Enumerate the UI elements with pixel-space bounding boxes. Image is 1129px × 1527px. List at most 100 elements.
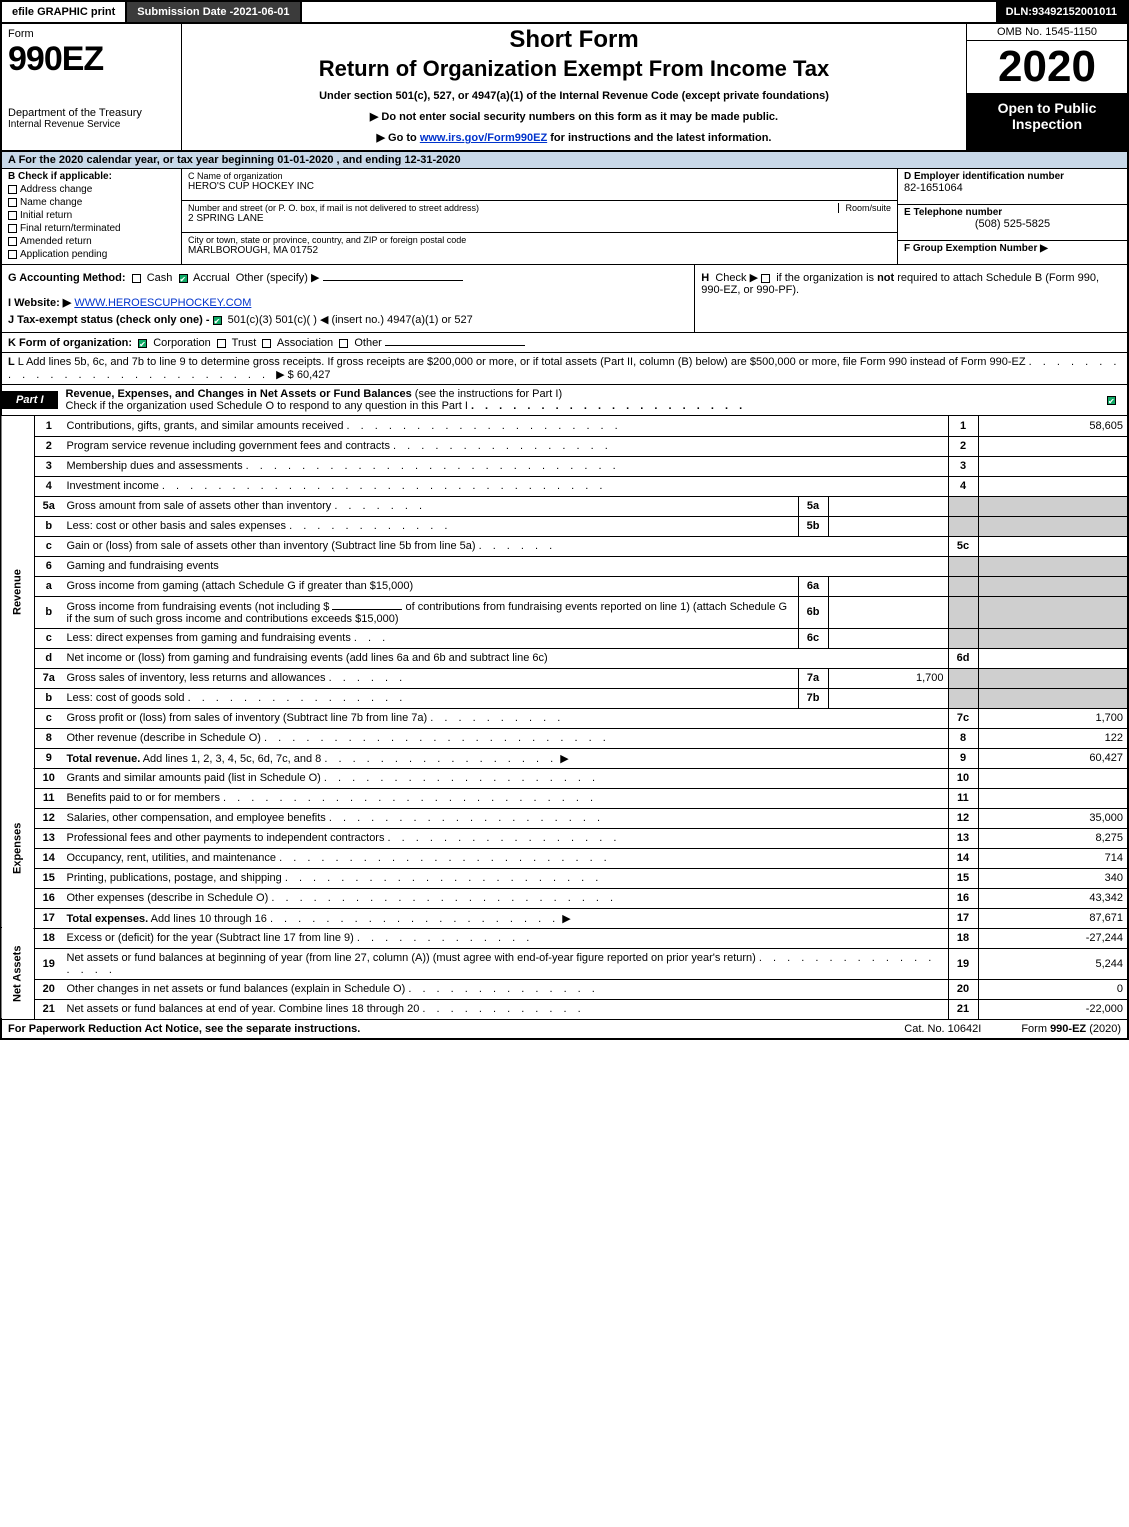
footer-left: For Paperwork Reduction Act Notice, see …: [8, 1023, 864, 1035]
line-17-col: 17: [948, 908, 978, 928]
k-label: K Form of organization:: [8, 337, 132, 349]
g-other-input[interactable]: [323, 271, 463, 281]
phone-value: (508) 525-5825: [904, 218, 1121, 230]
city-row: City or town, state or province, country…: [182, 233, 897, 264]
line-17-row: 17 Total expenses. Add lines 10 through …: [1, 908, 1128, 928]
line-6d-desc: Net income or (loss) from gaming and fun…: [67, 652, 548, 664]
d-label: D Employer identification number: [904, 171, 1121, 182]
chk-initial-return[interactable]: [8, 211, 17, 220]
entity-center: C Name of organization HERO'S CUP HOCKEY…: [182, 169, 897, 264]
line-13-desc: Professional fees and other payments to …: [67, 832, 385, 844]
line-11-col: 11: [948, 788, 978, 808]
row-k: K Form of organization: Corporation Trus…: [0, 333, 1129, 353]
chk-address-change-label: Address change: [20, 184, 92, 195]
dln-pill: DLN: 93492152001011: [996, 2, 1127, 22]
line-5b-sub: 5b: [798, 516, 828, 536]
line-21-col: 21: [948, 999, 978, 1019]
chk-corporation[interactable]: [138, 339, 147, 348]
g-label: G Accounting Method:: [8, 272, 126, 284]
line-1-desc: Contributions, gifts, grants, and simila…: [67, 420, 344, 432]
noentry-text: ▶ Do not enter social security numbers o…: [190, 110, 958, 123]
chk-association[interactable]: [262, 339, 271, 348]
line-7b-subamt: [828, 688, 948, 708]
line-15-col: 15: [948, 868, 978, 888]
line-17-desc: Add lines 10 through 16: [151, 913, 267, 925]
chk-address-change[interactable]: [8, 185, 17, 194]
line-8-amt: 122: [978, 728, 1128, 748]
part-i-label: Part I: [2, 391, 58, 409]
topbar-spacer: [302, 2, 996, 22]
line-6c-sub: 6c: [798, 628, 828, 648]
row-gh: G Accounting Method: Cash Accrual Other …: [0, 265, 1129, 333]
line-15-row: 15 Printing, publications, postage, and …: [1, 868, 1128, 888]
chk-amended-return[interactable]: [8, 237, 17, 246]
c-label: C Name of organization: [188, 171, 891, 181]
line-4-desc: Investment income: [67, 480, 159, 492]
chk-cash[interactable]: [132, 274, 141, 283]
line-15-desc: Printing, publications, postage, and shi…: [67, 872, 282, 884]
chk-application-pending[interactable]: [8, 250, 17, 259]
chk-schedule-b-not-required[interactable]: [761, 274, 770, 283]
city-label: City or town, state or province, country…: [188, 235, 891, 245]
side-label-revenue: Revenue: [1, 416, 35, 768]
g-cash: Cash: [147, 272, 173, 284]
line-2-col: 2: [948, 436, 978, 456]
l-amount: 60,427: [297, 369, 331, 381]
k-other-input[interactable]: [385, 336, 525, 346]
line-20-desc: Other changes in net assets or fund bala…: [67, 983, 406, 995]
line-16-amt: 43,342: [978, 888, 1128, 908]
header-left: Form 990EZ Department of the Treasury In…: [2, 24, 182, 150]
line-18-col: 18: [948, 928, 978, 948]
chk-trust[interactable]: [217, 339, 226, 348]
line-17-amt: 87,671: [978, 908, 1128, 928]
line-6b-input[interactable]: [332, 600, 402, 610]
chk-final-return[interactable]: [8, 224, 17, 233]
entity-right: D Employer identification number 82-1651…: [897, 169, 1127, 264]
line-11-row: 11 Benefits paid to or for members . . .…: [1, 788, 1128, 808]
row-h: H Check ▶ if the organization is not req…: [694, 265, 1127, 332]
header-right: OMB No. 1545-1150 2020 Open to Public In…: [967, 24, 1127, 150]
line-7b-row: b Less: cost of goods sold . . . . . . .…: [1, 688, 1128, 708]
l-amount-prefix: ▶ $: [276, 369, 297, 381]
address-value: 2 SPRING LANE: [188, 213, 891, 224]
line-6-row: 6 Gaming and fundraising events: [1, 556, 1128, 576]
line-6b-desc-a: Gross income from fundraising events (no…: [67, 601, 330, 613]
chk-initial-return-label: Initial return: [20, 210, 72, 221]
line-21-desc: Net assets or fund balances at end of ye…: [67, 1003, 420, 1015]
chk-accrual[interactable]: [179, 274, 188, 283]
line-9-col: 9: [948, 748, 978, 768]
section-c: C Name of organization HERO'S CUP HOCKEY…: [182, 169, 897, 201]
line-5c-desc: Gain or (loss) from sale of assets other…: [67, 540, 476, 552]
chk-schedule-o-used[interactable]: [1107, 396, 1116, 405]
line-6b-row: b Gross income from fundraising events (…: [1, 596, 1128, 628]
irs-link[interactable]: www.irs.gov/Form990EZ: [420, 132, 547, 144]
line-13-row: 13 Professional fees and other payments …: [1, 828, 1128, 848]
line-6d-col: 6d: [948, 648, 978, 668]
section-b-checks: B Check if applicable: Address change Na…: [2, 169, 182, 264]
line-19-desc: Net assets or fund balances at beginning…: [67, 952, 756, 964]
b-label: B Check if applicable:: [8, 171, 175, 182]
chk-name-change[interactable]: [8, 198, 17, 207]
efile-graphic-print[interactable]: efile GRAPHIC print: [2, 2, 127, 22]
goto-prefix: ▶ Go to: [377, 132, 420, 144]
line-14-row: 14 Occupancy, rent, utilities, and maint…: [1, 848, 1128, 868]
header-center: Short Form Return of Organization Exempt…: [182, 24, 967, 150]
goto-line: ▶ Go to www.irs.gov/Form990EZ for instru…: [190, 131, 958, 144]
dln-label: DLN:: [1006, 6, 1032, 18]
website-link[interactable]: WWW.HEROESCUPHOCKEY.COM: [74, 297, 251, 309]
org-name: HERO'S CUP HOCKEY INC: [188, 181, 891, 192]
line-7a-sub: 7a: [798, 668, 828, 688]
line-6c-subamt: [828, 628, 948, 648]
j-opts: 501(c)(3) 501(c)( ) ◀ (insert no.) 4947(…: [228, 314, 473, 326]
ein-value: 82-1651064: [904, 182, 1121, 194]
chk-other-org[interactable]: [339, 339, 348, 348]
part-i-header: Part I Revenue, Expenses, and Changes in…: [0, 385, 1129, 416]
line-4-amt: [978, 476, 1128, 496]
line-5a-subamt: [828, 496, 948, 516]
chk-amended-return-label: Amended return: [20, 236, 92, 247]
line-6a-desc: Gross income from gaming (attach Schedul…: [67, 580, 414, 592]
line-3-col: 3: [948, 456, 978, 476]
chk-application-pending-label: Application pending: [20, 249, 107, 260]
line-5a-sub: 5a: [798, 496, 828, 516]
chk-501c3[interactable]: [213, 316, 222, 325]
